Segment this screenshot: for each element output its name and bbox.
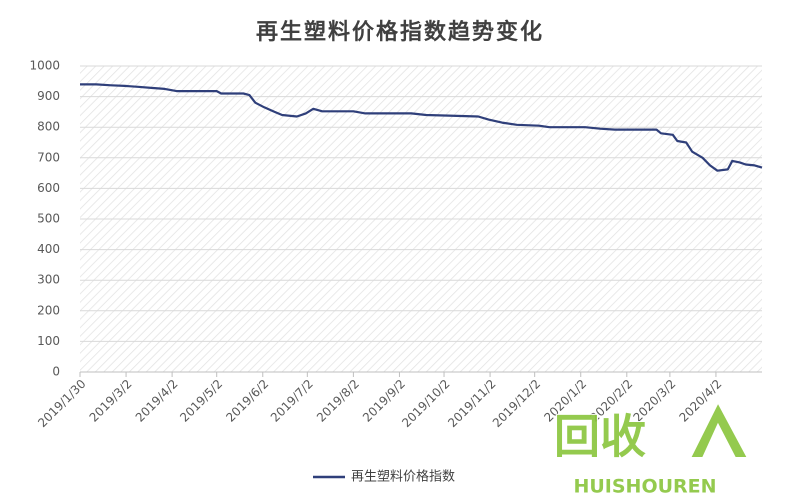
- x-tick-label: 2019/12/2: [490, 377, 543, 430]
- watermark-mark: 回收: [554, 410, 646, 464]
- y-tick-label: 800: [37, 120, 60, 134]
- y-tick-label: 500: [37, 212, 60, 226]
- y-tick-label: 100: [37, 334, 60, 348]
- x-tick-label: 2019/8/2: [314, 377, 362, 425]
- x-tick-label: 2019/1/30: [35, 377, 88, 430]
- legend-label: 再生塑料价格指数: [351, 469, 455, 485]
- y-tick-label: 600: [37, 181, 60, 195]
- data-line: [80, 83, 763, 172]
- y-tick-label: 900: [37, 89, 60, 103]
- y-tick-label: 300: [37, 273, 60, 287]
- x-tick-label: 2019/4/2: [133, 377, 181, 425]
- x-tick-label: 2019/5/2: [177, 377, 225, 425]
- watermark-icon: [688, 399, 750, 459]
- y-tick-label: 1000: [29, 59, 60, 73]
- x-tick-label: 2019/10/2: [399, 377, 452, 430]
- x-tick-label: 2019/7/2: [268, 377, 316, 425]
- y-tick-label: 400: [37, 242, 60, 256]
- y-tick-label: 0: [52, 365, 60, 379]
- y-tick-label: 700: [37, 150, 60, 164]
- watermark-brand: HUISHOUREN: [573, 476, 716, 498]
- y-tick-label: 200: [37, 303, 60, 317]
- chart-title: 再生塑料价格指数趋势变化: [256, 19, 544, 45]
- x-tick-label: 2019/3/2: [87, 377, 135, 425]
- x-tick-label: 2019/6/2: [223, 377, 271, 425]
- watermark: 回收 HUISHOUREN: [553, 399, 750, 498]
